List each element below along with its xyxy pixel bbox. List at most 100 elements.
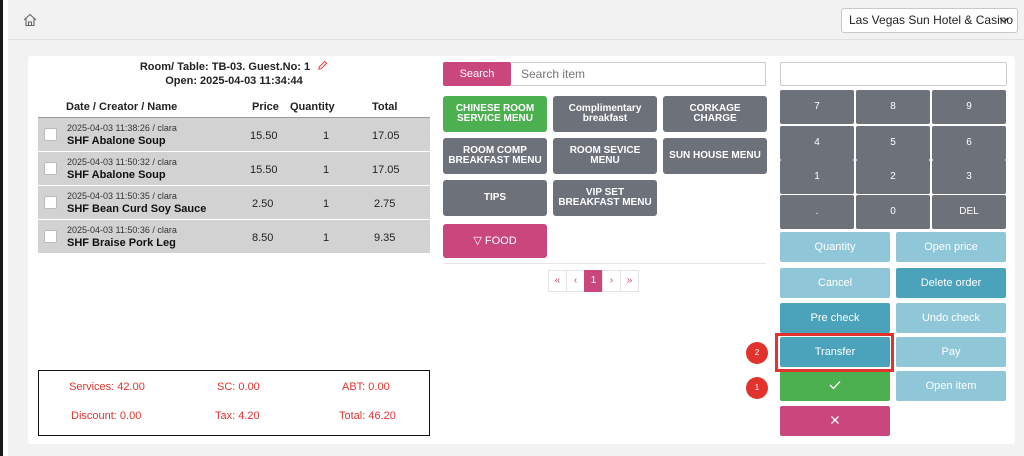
chevron-down-icon: [999, 17, 1009, 23]
row-checkbox[interactable]: [44, 196, 57, 209]
pre-check-button[interactable]: Pre check: [780, 303, 890, 333]
pencil-icon[interactable]: [317, 60, 328, 71]
window-edge: [0, 0, 3, 456]
transfer-button[interactable]: Transfer: [780, 337, 890, 367]
search-button[interactable]: Search: [443, 62, 511, 86]
menu-corkage-charge[interactable]: CORKAGE CHARGE: [663, 96, 767, 132]
page-last-button[interactable]: »: [620, 270, 639, 292]
row-meta: 2025-04-03 11:50:35 / clara: [67, 191, 177, 201]
key-3[interactable]: 3: [932, 160, 1006, 194]
food-category-button[interactable]: ▽ FOOD: [443, 224, 547, 258]
abt-total: ABT: 0.00: [342, 381, 390, 393]
food-button-label: FOOD: [484, 235, 517, 247]
order-items: 2025-04-03 11:38:26 / clara SHF Abalone …: [38, 118, 430, 254]
menu-chinese-room-service[interactable]: CHINESE ROOM SERVICE MENU: [443, 96, 547, 132]
row-checkbox[interactable]: [44, 230, 57, 243]
row-item-name: SHF Abalone Soup: [67, 135, 166, 147]
row-meta: 2025-04-03 11:50:32 / clara: [67, 157, 177, 167]
hotel-select[interactable]: Las Vegas Sun Hotel & Casino: [841, 8, 1018, 33]
col-total: Total: [372, 101, 398, 113]
col-date-creator-name: Date / Creator / Name: [66, 101, 178, 113]
open-time: Open: 2025-04-03 11:34:44: [165, 75, 303, 87]
row-quantity: 1: [323, 198, 330, 210]
row-quantity: 1: [323, 130, 330, 142]
quantity-button[interactable]: Quantity: [780, 232, 890, 262]
services-total: Services: 42.00: [69, 381, 145, 393]
menu-vip-set-breakfast[interactable]: VIP SET BREAKFAST MENU: [553, 180, 657, 216]
order-table-header: Date / Creator / Name Price Quantity Tot…: [38, 96, 430, 118]
home-icon[interactable]: [22, 12, 38, 28]
delete-order-button[interactable]: Delete order: [896, 268, 1006, 298]
row-meta: 2025-04-03 11:38:26 / clara: [67, 123, 177, 133]
search-input[interactable]: [511, 62, 766, 86]
menu-room-service[interactable]: ROOM SEVICE MENU: [553, 138, 657, 174]
order-row[interactable]: 2025-04-03 11:38:26 / clara SHF Abalone …: [38, 118, 430, 151]
key-6[interactable]: 6: [932, 126, 1006, 160]
pay-button[interactable]: Pay: [896, 337, 1006, 367]
undo-check-button[interactable]: Undo check: [896, 303, 1006, 333]
order-row[interactable]: 2025-04-03 11:50:32 / clara SHF Abalone …: [38, 152, 430, 185]
key-4[interactable]: 4: [780, 126, 854, 160]
step-badge-2: 2: [746, 342, 768, 364]
discount-total: Discount: 0.00: [71, 410, 142, 422]
key-8[interactable]: 8: [856, 90, 930, 124]
key-0[interactable]: 0: [856, 195, 930, 229]
row-checkbox[interactable]: [44, 128, 57, 141]
row-price: 15.50: [250, 130, 278, 142]
page-prev-button[interactable]: ‹: [566, 270, 585, 292]
tax-total: Tax: 4.20: [215, 410, 260, 422]
step-badge-1: 1: [746, 377, 768, 399]
row-item-name: SHF Braise Pork Leg: [67, 237, 176, 249]
col-price: Price: [252, 101, 279, 113]
triangle-down-icon: ▽: [473, 235, 482, 247]
keypad-display[interactable]: [780, 62, 1007, 86]
row-total: 17.05: [372, 164, 400, 176]
key-5[interactable]: 5: [856, 126, 930, 160]
cancel-button[interactable]: Cancel: [780, 268, 890, 298]
sc-total: SC: 0.00: [217, 381, 260, 393]
order-header: Room/ Table: TB-03. Guest.No: 1 Open: 20…: [40, 60, 428, 88]
key-dot[interactable]: .: [780, 195, 854, 229]
totals-box: Services: 42.00 SC: 0.00 ABT: 0.00 Disco…: [38, 370, 430, 436]
order-row[interactable]: 2025-04-03 11:50:36 / clara SHF Braise P…: [38, 220, 430, 253]
key-9[interactable]: 9: [932, 90, 1006, 124]
menu-sun-house[interactable]: SUN HOUSE MENU: [663, 138, 767, 174]
grand-total: Total: 46.20: [339, 410, 396, 422]
row-price: 15.50: [250, 164, 278, 176]
hotel-select-value: Las Vegas Sun Hotel & Casino: [849, 13, 1014, 27]
row-quantity: 1: [323, 232, 330, 244]
menu-room-comp-breakfast[interactable]: ROOM COMP BREAKFAST MENU: [443, 138, 547, 174]
page-current-button[interactable]: 1: [584, 270, 603, 292]
key-7[interactable]: 7: [780, 90, 854, 124]
key-2[interactable]: 2: [856, 160, 930, 194]
key-1[interactable]: 1: [780, 160, 854, 194]
divider: [443, 263, 766, 264]
row-total: 2.75: [374, 198, 396, 210]
row-price: 8.50: [252, 232, 274, 244]
row-item-name: SHF Bean Curd Soy Sauce: [67, 203, 207, 215]
menu-complimentary-breakfast[interactable]: Complimentary breakfast: [553, 96, 657, 132]
row-quantity: 1: [323, 164, 330, 176]
room-table-info: Room/ Table: TB-03. Guest.No: 1: [139, 61, 311, 73]
row-checkbox[interactable]: [44, 162, 57, 175]
open-item-button[interactable]: Open item: [896, 371, 1006, 401]
check-icon: [829, 381, 841, 390]
row-price: 2.50: [252, 198, 274, 210]
pagination: « ‹ 1 › »: [548, 270, 639, 292]
row-total: 17.05: [372, 130, 400, 142]
key-del[interactable]: DEL: [932, 195, 1006, 229]
close-button[interactable]: [780, 406, 890, 436]
row-item-name: SHF Abalone Soup: [67, 169, 166, 181]
row-total: 9.35: [374, 232, 396, 244]
order-row[interactable]: 2025-04-03 11:50:35 / clara SHF Bean Cur…: [38, 186, 430, 219]
transfer-highlight: [775, 333, 894, 372]
menu-tips[interactable]: TIPS: [443, 180, 547, 216]
close-icon: [831, 416, 839, 424]
row-meta: 2025-04-03 11:50:36 / clara: [67, 225, 177, 235]
col-quantity: Quantity: [290, 101, 335, 113]
top-bar: Las Vegas Sun Hotel & Casino: [8, 0, 1024, 40]
page-first-button[interactable]: «: [548, 270, 567, 292]
page-next-button[interactable]: ›: [602, 270, 621, 292]
confirm-button[interactable]: [780, 371, 890, 401]
open-price-button[interactable]: Open price: [896, 232, 1006, 262]
